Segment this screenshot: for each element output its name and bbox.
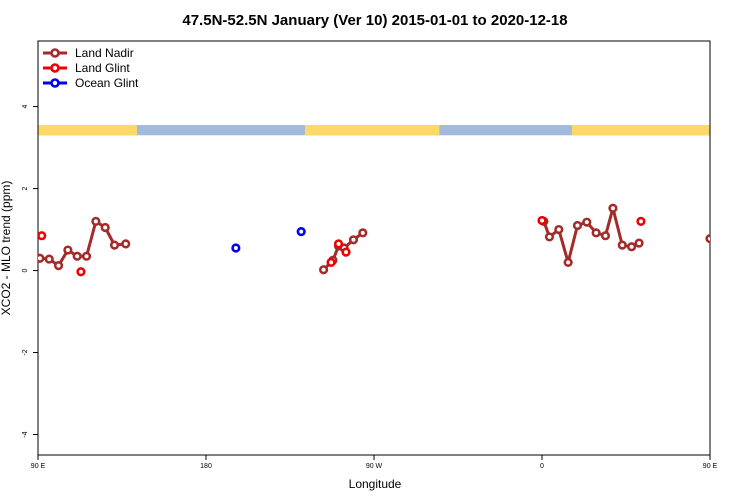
data-point: [319, 265, 329, 275]
series-line: [708, 238, 710, 243]
data-point: [109, 240, 120, 250]
legend-label: Land Glint: [75, 61, 130, 75]
series-line: [39, 219, 126, 268]
x-tick-label: 0: [540, 463, 544, 470]
data-point: [333, 239, 344, 249]
data-point: [38, 231, 47, 241]
data-point: [554, 224, 564, 235]
legend-label: Land Nadir: [75, 46, 134, 60]
data-point: [341, 247, 351, 257]
series-line: [542, 206, 640, 264]
data-point: [563, 257, 573, 267]
series-layer: [38, 203, 749, 277]
data-point: [348, 235, 359, 245]
data-point: [72, 251, 82, 261]
data-point: [582, 217, 592, 227]
y-axis-label: XCO2 - MLO trend (ppm): [0, 181, 13, 316]
data-point: [76, 267, 86, 277]
data-point: [600, 231, 611, 241]
y-tick-label: 2: [22, 187, 29, 191]
data-point: [709, 233, 710, 239]
legend-marker: [50, 48, 60, 58]
data-point: [63, 245, 73, 255]
data-point: [91, 216, 101, 226]
data-point: [714, 256, 721, 263]
x-tick-label: 90 E: [703, 463, 718, 470]
data-point: [705, 233, 710, 244]
y-tick-label: -4: [22, 431, 29, 437]
plot-frame: [37, 40, 711, 456]
data-point: [617, 240, 627, 250]
land-band: [38, 125, 137, 136]
data-point: [608, 203, 618, 213]
data-point: [231, 243, 241, 253]
land-band: [571, 125, 710, 136]
y-tick-label: 0: [22, 268, 29, 272]
land-band: [304, 125, 440, 136]
legend-marker: [50, 78, 60, 88]
data-point: [326, 257, 336, 267]
data-point: [733, 262, 740, 269]
land-ocean-strip: [38, 125, 710, 136]
data-point: [591, 228, 601, 238]
x-tick-label: 90 E: [31, 463, 46, 470]
x-tick-label: 90 W: [366, 463, 383, 470]
data-point: [44, 254, 54, 264]
data-point: [572, 220, 583, 231]
data-point: [742, 247, 749, 254]
legend-marker: [50, 63, 60, 73]
x-axis-label: Longitude: [349, 477, 402, 491]
x-axis: 90 E 180 90 W 0 90 E: [31, 455, 718, 470]
y-axis: -4 -2 0 2 4: [22, 105, 38, 438]
data-point: [121, 239, 131, 249]
y-tick-label: 4: [22, 105, 29, 109]
chart-title: 47.5N-52.5N January (Ver 10) 2015-01-01 …: [182, 12, 567, 29]
y-tick-label: -2: [22, 349, 29, 355]
data-point: [724, 256, 731, 263]
data-point: [358, 228, 368, 238]
legend-label: Ocean Glint: [75, 76, 139, 90]
x-tick-label: 180: [200, 463, 212, 470]
data-point: [53, 261, 64, 271]
data-point: [296, 227, 306, 237]
data-point: [636, 216, 646, 226]
data-point: [100, 222, 110, 233]
series-land-glint: [38, 215, 710, 277]
data-point: [634, 238, 644, 248]
series-ocean-glint: [231, 227, 306, 253]
series-land-nadir: [38, 203, 749, 275]
data-point: [537, 215, 547, 226]
data-point: [81, 251, 92, 261]
data-point: [626, 242, 637, 252]
data-point: [544, 232, 555, 242]
data-point: [38, 253, 45, 263]
